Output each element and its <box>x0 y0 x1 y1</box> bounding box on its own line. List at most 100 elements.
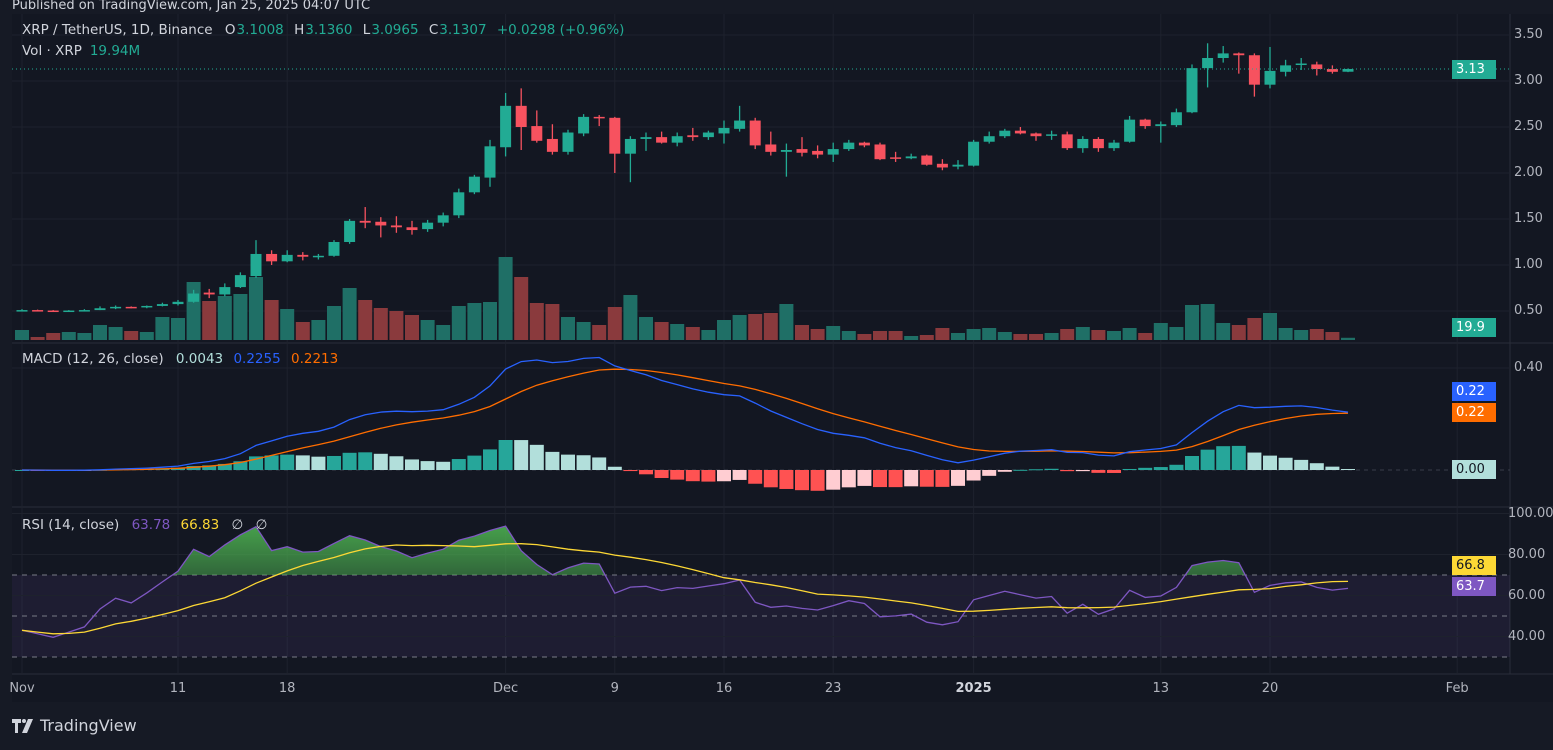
macd-line <box>21 356 1349 471</box>
macd-histogram-bar <box>607 466 622 470</box>
rsi-ma-line <box>21 543 1349 635</box>
candle <box>437 212 449 227</box>
candle-body <box>219 287 231 295</box>
chart-canvas[interactable] <box>12 14 1553 702</box>
rsi-label[interactable]: RSI (14, close) <box>22 517 120 533</box>
volume-bar <box>295 322 310 340</box>
open-label: O <box>224 22 236 38</box>
macd-histogram-bar <box>873 470 887 488</box>
macd-histogram-bar <box>795 470 809 491</box>
candle <box>796 137 808 157</box>
volume-bar <box>826 326 841 340</box>
candle-body <box>968 141 980 166</box>
volume-bar <box>342 288 357 340</box>
candle-body <box>921 155 933 165</box>
candle <box>1248 53 1260 97</box>
macd-histogram-bar <box>841 470 856 488</box>
macd-histogram-bar <box>732 470 747 480</box>
candle <box>687 127 699 141</box>
volume-bar <box>1060 329 1075 340</box>
time-tick-label: 18 <box>278 681 296 696</box>
macd-histogram-bar <box>1122 468 1137 470</box>
volume-bar <box>576 322 591 340</box>
candle <box>1014 127 1026 135</box>
macd-histogram-bar <box>997 470 1012 472</box>
candle <box>281 250 293 263</box>
macd-histogram-bar <box>467 455 482 470</box>
candle <box>1295 58 1307 70</box>
volume-bar <box>61 332 76 340</box>
candle-body <box>1061 134 1073 149</box>
macd-histogram-bar <box>264 455 279 470</box>
volume-bar <box>732 315 747 340</box>
rsi-ma-tag: 66.8 <box>1452 556 1496 575</box>
candle <box>734 105 746 132</box>
macd-histogram-bar <box>1169 464 1184 470</box>
volume-bar <box>1013 334 1028 340</box>
candle <box>765 131 777 156</box>
candle-body <box>531 126 543 141</box>
rsi-ma-value: 66.83 <box>180 517 220 533</box>
macd-histogram-bar <box>1029 469 1043 471</box>
candle-body <box>1124 119 1136 142</box>
price-tick-label: 3.00 <box>1514 73 1543 88</box>
macd-histogram-bar <box>186 466 201 470</box>
candle-body <box>32 310 44 312</box>
volume-bar <box>592 325 607 340</box>
volume-bar <box>997 332 1012 340</box>
rsi-legend: RSI (14, close) 63.78 66.83 ∅ ∅ <box>22 517 267 533</box>
rsi-tick-label: 40.00 <box>1508 628 1546 644</box>
candle <box>344 219 356 244</box>
candle <box>188 289 200 303</box>
volume-bar <box>701 330 716 340</box>
candle-body <box>702 132 714 138</box>
macd-histogram-bar <box>1013 469 1028 471</box>
candle <box>141 305 153 309</box>
candle-body <box>749 120 761 146</box>
macd-histogram-bar <box>373 453 388 470</box>
candle-body <box>1217 53 1229 58</box>
volume-value: 19.94M <box>89 43 141 59</box>
macd-histogram-bar <box>748 470 763 484</box>
volume-bar <box>779 304 794 340</box>
candle-body <box>593 116 605 119</box>
chart-frame[interactable]: XRP / TetherUS, 1D, Binance O3.1008 H3.1… <box>12 14 1553 702</box>
volume-bar <box>202 301 217 340</box>
candle-body <box>671 136 683 143</box>
candle <box>1077 136 1089 153</box>
macd-histogram-bar <box>951 470 965 486</box>
candle <box>484 139 496 187</box>
candle-body <box>234 275 246 288</box>
candle-body <box>515 105 527 127</box>
candle-body <box>1139 119 1151 127</box>
volume-bar <box>1200 304 1215 340</box>
macd-histogram-bar <box>1153 467 1168 470</box>
volume-label[interactable]: Vol · XRP <box>22 43 82 59</box>
candle-body <box>640 137 652 139</box>
macd-histogram-bar <box>358 452 373 470</box>
price-tick-label: 2.50 <box>1514 119 1543 134</box>
price-tick-label: 3.50 <box>1514 27 1543 42</box>
volume-bar <box>561 317 575 340</box>
volume-bar <box>77 333 92 340</box>
symbol-title[interactable]: XRP / TetherUS, 1D, Binance <box>22 22 213 38</box>
macd-histogram-bar <box>311 456 326 470</box>
volume-bar <box>685 327 700 340</box>
macd-histogram-bar <box>966 470 981 481</box>
tradingview-brand[interactable]: TradingView <box>40 716 137 735</box>
macd-histogram-bar <box>982 470 997 476</box>
macd-label[interactable]: MACD (12, 26, close) <box>22 351 164 367</box>
rsi-extra-1: ∅ <box>231 517 244 533</box>
macd-histogram-bar <box>576 455 591 470</box>
macd-histogram-bar <box>405 459 419 470</box>
candle-body <box>110 306 122 309</box>
macd-histogram-bar <box>888 470 903 488</box>
macd-histogram-bar <box>1278 457 1293 470</box>
candle-body <box>718 127 730 134</box>
candle-body <box>406 227 418 231</box>
candle <box>468 174 480 195</box>
volume-bar <box>498 257 513 340</box>
rsi-line <box>21 525 1349 638</box>
macd-histogram-bar <box>1231 445 1246 470</box>
volume-bar <box>1294 330 1309 340</box>
